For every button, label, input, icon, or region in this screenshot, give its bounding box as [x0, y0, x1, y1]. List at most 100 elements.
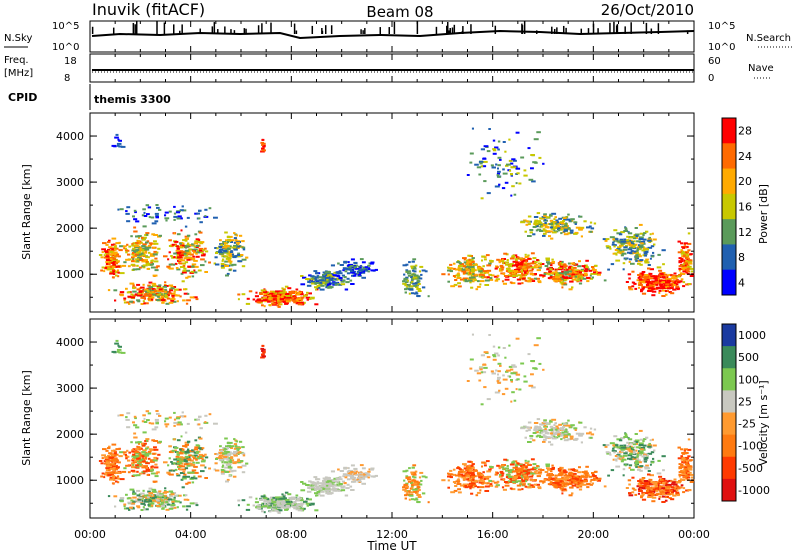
range-gate-cell	[343, 482, 346, 485]
range-gate-cell	[288, 296, 292, 299]
range-gate-cell	[123, 261, 127, 264]
range-gate-cell	[187, 275, 191, 278]
range-gate-cell	[279, 298, 284, 301]
range-gate-cell	[168, 239, 172, 242]
range-gate-cell	[613, 245, 616, 248]
range-gate-cell	[347, 467, 350, 470]
range-gate-cell	[144, 454, 150, 457]
range-gate-cell	[574, 223, 577, 225]
range-gate-cell	[316, 286, 321, 289]
range-gate-cell	[637, 260, 643, 263]
range-gate-cell	[666, 281, 671, 284]
range-gate-cell	[109, 247, 115, 250]
range-gate-cell	[142, 300, 145, 303]
range-gate-cell	[470, 492, 474, 495]
range-gate-cell	[464, 268, 468, 271]
range-gate-cell	[204, 453, 207, 456]
range-gate-cell	[132, 268, 138, 271]
range-gate-cell	[136, 288, 141, 291]
range-gate-cell	[402, 280, 405, 283]
range-gate-cell	[470, 476, 475, 479]
range-gate-cell	[332, 487, 336, 490]
range-gate-cell	[193, 269, 196, 272]
range-gate-cell	[131, 253, 135, 256]
range-gate-cell	[416, 280, 421, 283]
range-gate-cell	[296, 504, 302, 507]
range-gate-cell	[342, 267, 347, 270]
range-gate-cell	[231, 246, 237, 249]
range-gate-cell	[554, 216, 557, 219]
range-gate-cell	[559, 281, 565, 284]
range-gate-cell	[447, 486, 450, 489]
range-gate-cell	[343, 260, 348, 263]
range-gate-cell	[182, 299, 186, 302]
range-gate-cell	[267, 498, 272, 501]
range-gate-cell	[185, 269, 190, 272]
range-gate-cell	[141, 238, 146, 241]
range-gate-cell	[138, 448, 141, 451]
range-gate-cell	[572, 472, 577, 475]
range-gate-cell	[200, 460, 206, 463]
range-gate-cell	[204, 271, 208, 273]
range-gate-cell	[581, 483, 587, 486]
range-gate-cell	[547, 277, 551, 280]
range-gate-cell	[117, 260, 120, 263]
colorbar-segment	[722, 244, 736, 271]
range-gate-cell	[193, 465, 198, 468]
range-gate-cell	[585, 465, 589, 468]
range-gate-cell	[502, 488, 507, 491]
range-gate-cell	[405, 270, 410, 273]
range-gate-cell	[560, 282, 564, 285]
range-gate-cell	[225, 274, 229, 277]
range-gate-cell	[666, 277, 672, 280]
range-gate-cell	[524, 256, 529, 258]
range-gate-cell	[132, 294, 137, 297]
range-gate-cell	[453, 489, 458, 492]
range-gate-cell	[639, 259, 644, 262]
range-gate-cell	[539, 274, 543, 277]
range-gate-cell	[310, 481, 315, 484]
range-gate-cell	[635, 256, 640, 258]
range-gate-cell	[640, 242, 644, 245]
range-gate-cell	[567, 227, 571, 230]
range-gate-cell	[472, 486, 475, 489]
range-gate-cell	[356, 270, 360, 273]
range-gate-cell	[518, 262, 521, 265]
range-gate-cell	[497, 167, 499, 170]
range-gate-cell	[636, 240, 641, 243]
range-gate-cell	[237, 293, 241, 296]
range-gate-cell	[410, 265, 415, 268]
range-gate-cell	[504, 275, 508, 277]
range-gate-cell	[468, 267, 471, 269]
range-gate-cell	[315, 272, 319, 275]
range-gate-cell	[472, 478, 475, 481]
range-gate-cell	[534, 467, 538, 470]
range-gate-cell	[519, 268, 525, 271]
range-gate-cell	[558, 217, 562, 220]
range-gate-cell	[281, 296, 287, 299]
range-gate-cell	[589, 274, 592, 277]
range-gate-cell	[315, 494, 317, 497]
range-gate-cell	[416, 501, 421, 503]
range-gate-cell	[638, 223, 643, 226]
range-gate-cell	[522, 482, 526, 485]
range-gate-cell	[619, 252, 624, 255]
range-gate-cell	[141, 214, 145, 217]
range-gate-cell	[171, 243, 175, 246]
range-gate-cell	[412, 473, 417, 476]
range-gate-cell	[334, 487, 339, 490]
range-gate-cell	[109, 267, 114, 270]
range-gate-cell	[184, 452, 188, 455]
range-gate-cell	[241, 452, 246, 455]
range-gate-cell	[530, 484, 534, 487]
range-gate-cell	[194, 265, 199, 268]
range-gate-cell	[177, 462, 182, 465]
range-gate-cell	[229, 461, 233, 464]
range-gate-cell	[447, 475, 452, 478]
range-gate-cell	[533, 265, 537, 268]
range-gate-cell	[544, 226, 550, 229]
range-gate-cell	[507, 274, 511, 277]
range-gate-cell	[532, 479, 537, 481]
range-gate-cell	[156, 505, 160, 507]
range-gate-cell	[183, 264, 186, 267]
